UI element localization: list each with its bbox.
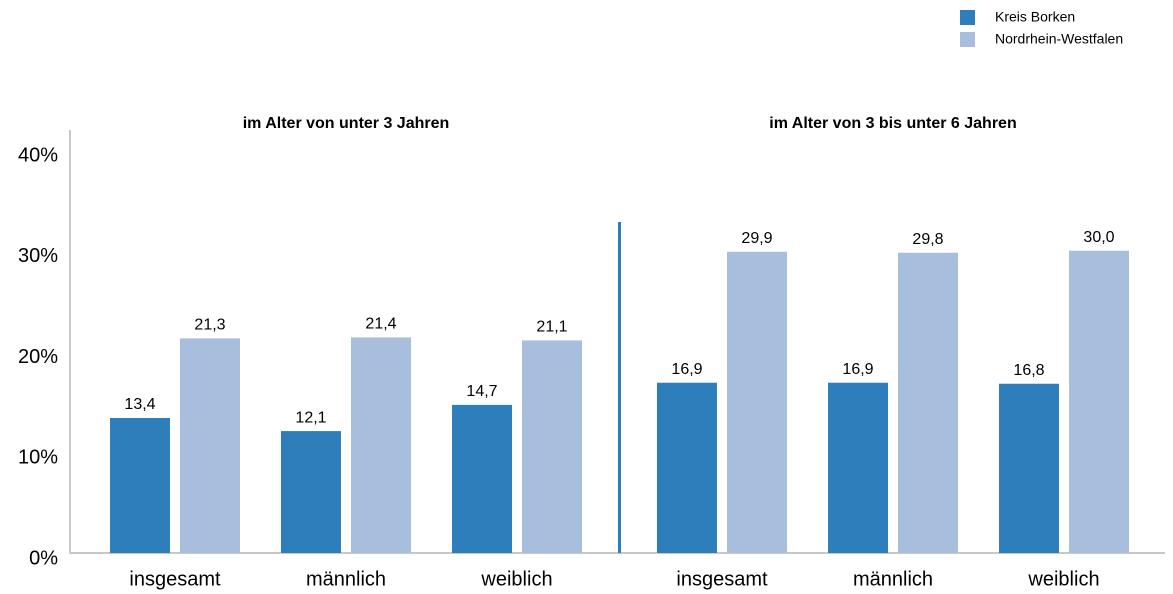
value-label: 30,0 [1083, 229, 1114, 246]
x-tick-label: männlich [306, 568, 386, 590]
bar [180, 338, 240, 553]
bar [898, 252, 958, 553]
value-label: 29,8 [912, 231, 943, 248]
value-label: 16,9 [671, 361, 702, 378]
bar [828, 382, 888, 553]
group-title: im Alter von 3 bis unter 6 Jahren [769, 115, 1016, 132]
value-label: 29,9 [741, 230, 772, 247]
x-tick-label: weiblich [480, 568, 552, 590]
x-tick-label: weiblich [1027, 568, 1099, 590]
bar [281, 431, 341, 553]
bar [657, 382, 717, 553]
value-label: 13,4 [124, 396, 155, 413]
legend-swatch [960, 10, 975, 25]
bar [727, 251, 787, 553]
legend-label: Nordrhein-Westfalen [995, 31, 1123, 47]
value-label: 21,4 [365, 316, 396, 333]
y-tick-label: 30% [18, 245, 58, 267]
bar [351, 337, 411, 553]
x-tick-label: insgesamt [676, 568, 768, 590]
value-label: 21,1 [536, 319, 567, 336]
x-tick-label: insgesamt [129, 568, 221, 590]
value-label: 16,9 [842, 361, 873, 378]
legend-swatch [960, 32, 975, 47]
bar [452, 404, 512, 553]
bar [999, 383, 1059, 553]
value-label: 16,8 [1013, 362, 1044, 379]
group-title: im Alter von unter 3 Jahren [243, 115, 450, 132]
value-label: 12,1 [295, 409, 326, 426]
y-tick-label: 10% [18, 447, 58, 469]
x-tick-label: männlich [853, 568, 933, 590]
bar [1069, 250, 1129, 553]
y-tick-label: 20% [18, 346, 58, 368]
value-label: 14,7 [466, 383, 497, 400]
y-tick-label: 40% [18, 144, 58, 166]
bar [522, 340, 582, 553]
legend-label: Kreis Borken [995, 9, 1075, 25]
y-tick-label: 0% [29, 547, 58, 569]
bar [110, 417, 170, 553]
value-label: 21,3 [194, 317, 225, 334]
